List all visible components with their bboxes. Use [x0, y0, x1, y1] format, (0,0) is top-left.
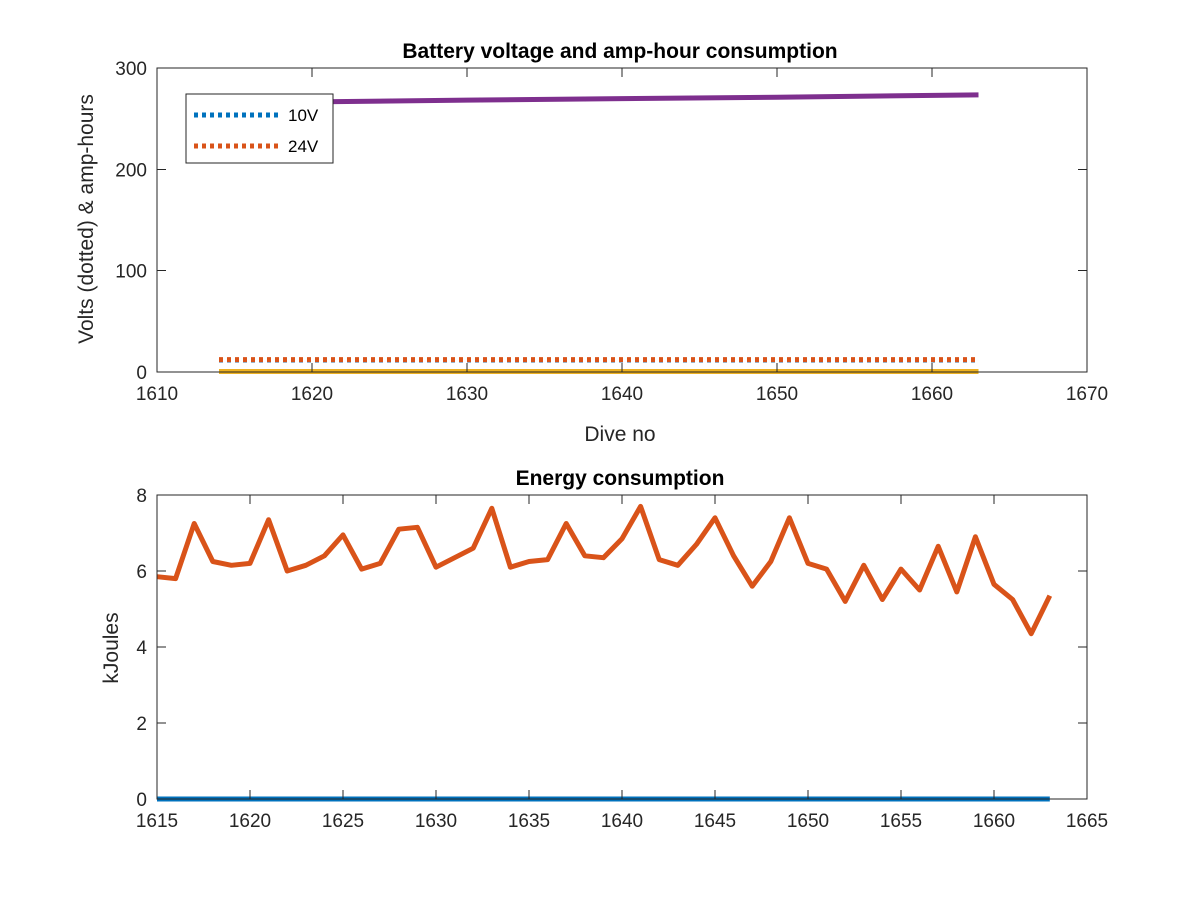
battery-chart-x-axis-label: Dive no — [584, 423, 655, 446]
energy-series-line-series-1 — [156, 503, 1053, 637]
battery-y-tick-label: 0 — [136, 363, 147, 384]
battery-chart: Battery voltage and amp-hour consumption… — [75, 40, 1108, 446]
energy-x-tick-label: 1620 — [229, 811, 271, 832]
legend-label-10v: 10V — [288, 106, 319, 125]
legend-label-24v: 24V — [288, 137, 319, 156]
energy-chart-ticks: 1615 1620 1625 1630 1635 1640 1645 1650 1655 1660… — [136, 486, 1108, 832]
energy-chart: Energy consumption 1615 1620 1625 1630 1635 1… — [100, 467, 1108, 832]
energy-x-tick-label: 1655 — [880, 811, 922, 832]
energy-x-tick-label: 1640 — [601, 811, 643, 832]
energy-x-tick-label: 1665 — [1066, 811, 1108, 832]
energy-y-tick-label: 8 — [136, 486, 147, 507]
battery-y-tick-label: 200 — [115, 160, 147, 181]
energy-y-tick-label: 0 — [136, 790, 147, 811]
battery-x-tick-label: 1630 — [446, 384, 488, 405]
battery-y-tick-label: 100 — [115, 262, 147, 283]
energy-x-tick-label: 1660 — [973, 811, 1015, 832]
battery-x-tick-label: 1670 — [1066, 384, 1108, 405]
energy-x-tick-label: 1650 — [787, 811, 829, 832]
battery-x-tick-label: 1620 — [291, 384, 333, 405]
battery-chart-ticks: 1610 1620 1630 1640 1650 1660 1670 0 100 200 300 — [115, 59, 1108, 405]
battery-x-tick-label: 1650 — [756, 384, 798, 405]
energy-x-tick-label: 1645 — [694, 811, 736, 832]
battery-chart-title: Battery voltage and amp-hour consumption — [402, 40, 837, 63]
battery-chart-legend: 10V 24V — [185, 93, 334, 164]
energy-x-tick-label: 1625 — [322, 811, 364, 832]
battery-y-tick-label: 300 — [115, 59, 147, 80]
battery-x-tick-label: 1660 — [911, 384, 953, 405]
energy-chart-title: Energy consumption — [516, 467, 725, 490]
energy-x-tick-label: 1615 — [136, 811, 178, 832]
energy-x-tick-label: 1630 — [415, 811, 457, 832]
energy-y-tick-label: 2 — [136, 714, 147, 735]
battery-x-tick-label: 1610 — [136, 384, 178, 405]
energy-y-tick-label: 4 — [136, 638, 147, 659]
energy-x-tick-label: 1635 — [508, 811, 550, 832]
battery-chart-y-axis-label: Volts (dotted) & amp-hours — [75, 94, 98, 344]
battery-x-tick-label: 1640 — [601, 384, 643, 405]
energy-chart-y-axis-label: kJoules — [100, 612, 123, 683]
energy-y-tick-label: 6 — [136, 562, 147, 583]
legend-box — [185, 93, 334, 164]
